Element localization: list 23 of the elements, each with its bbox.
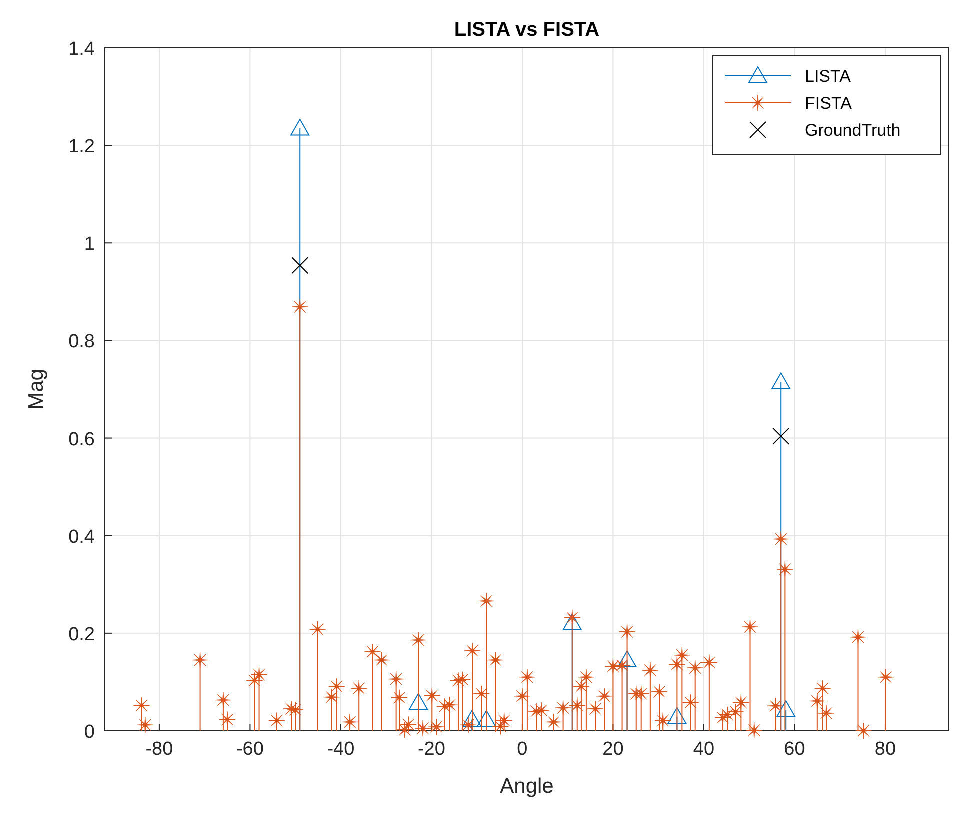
x-tick-label: 80 <box>874 739 896 760</box>
legend-label: LISTA <box>805 67 852 86</box>
y-tick-label: 1 <box>84 234 95 256</box>
x-tick-label: 0 <box>517 739 528 760</box>
y-axis-title: Mag <box>25 369 48 410</box>
y-tick-label: 0.6 <box>68 429 95 450</box>
x-axis-title: Angle <box>500 775 554 798</box>
y-tick-label: 0.2 <box>68 624 95 646</box>
y-tick-label: 1.2 <box>68 136 95 158</box>
y-tick-label: 0.8 <box>68 332 95 353</box>
x-tick-label: -80 <box>146 739 174 760</box>
x-tick-label: -40 <box>327 739 355 760</box>
x-tick-label: 20 <box>602 739 624 760</box>
legend-label: GroundTruth <box>805 121 901 140</box>
x-tick-label: -20 <box>418 739 446 760</box>
y-tick-label: 0.4 <box>68 526 96 548</box>
chart-title: LISTA vs FISTA <box>454 19 600 41</box>
y-tick-label: 0 <box>84 722 95 743</box>
x-tick-label: 40 <box>693 739 715 760</box>
x-tick-label: 60 <box>784 739 806 760</box>
legend-label: FISTA <box>805 94 853 113</box>
y-tick-label: 1.4 <box>68 39 96 60</box>
x-tick-label: -60 <box>236 739 264 760</box>
